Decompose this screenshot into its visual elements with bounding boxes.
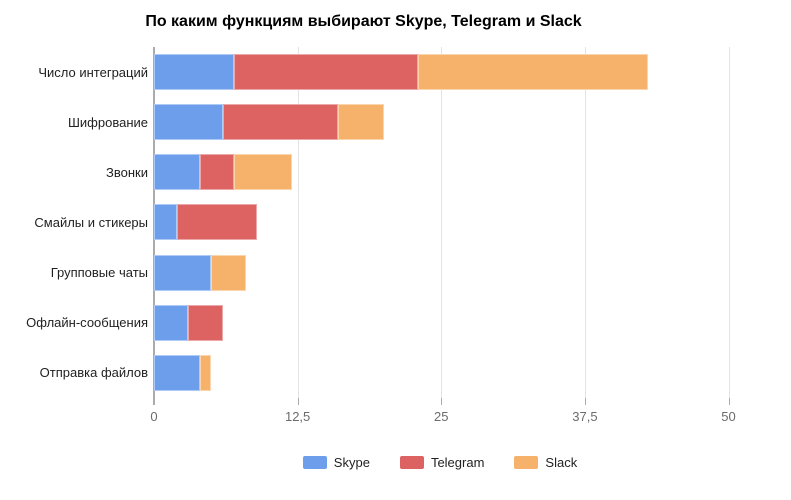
stacked-bar — [154, 104, 384, 141]
category-label: Отправка файлов — [39, 365, 148, 381]
bar-segment-telegram — [188, 304, 223, 341]
bar-segment-skype — [154, 354, 200, 391]
gridline — [441, 47, 443, 398]
bar-segment-slack — [211, 254, 246, 291]
legend-label: Telegram — [430, 455, 485, 470]
legend-item-telegram: Telegram — [399, 455, 485, 470]
category-label: Звонки — [106, 164, 148, 180]
stacked-bar — [154, 354, 212, 391]
bar-row: Групповые чаты — [51, 248, 786, 298]
legend-item-skype: Skype — [302, 455, 370, 470]
legend-swatch-slack — [514, 456, 539, 469]
x-axis: 0 12,5 25 37,5 50 — [150, 398, 786, 438]
bar-segment-skype — [154, 54, 235, 91]
category-label: Офлайн-сообщения — [26, 315, 148, 331]
bar-segment-skype — [154, 254, 212, 291]
category-label: Групповые чаты — [50, 265, 148, 281]
legend-swatch-telegram — [399, 456, 424, 469]
bar-segment-slack — [234, 154, 292, 191]
bar-segment-slack — [418, 54, 649, 91]
bar-segment-slack — [337, 104, 384, 141]
bar-row: Офлайн-сообщения — [26, 298, 786, 348]
bar-segment-skype — [154, 104, 223, 141]
legend: Skype Telegram Slack — [89, 455, 791, 470]
category-label: Число интеграций — [38, 64, 148, 80]
bar-segment-skype — [154, 154, 200, 191]
axis-tick — [584, 398, 586, 405]
x-tick-label: 12,5 — [284, 409, 311, 424]
bar-segment-slack — [199, 354, 212, 391]
gridline — [728, 47, 730, 398]
bar-segment-telegram — [199, 154, 235, 191]
bars-layer: Число интеграций Шифрование Звонки Смайлы и… — [26, 47, 786, 398]
bar-row: Отправка файлов — [40, 348, 786, 398]
legend-label: Skype — [333, 455, 370, 470]
chart-title: По каким функциям выбирают Skype, Telegr… — [145, 13, 582, 30]
bar-segment-skype — [154, 304, 189, 341]
bar-row: Число интеграций — [38, 47, 786, 97]
plot-area: Число интеграций Шифрование Звонки Смайлы и… — [26, 47, 786, 424]
category-label: Шифрование — [68, 114, 148, 130]
legend-label: Slack — [545, 455, 578, 470]
legend-swatch-skype — [302, 456, 327, 469]
bar-row: Шифрование — [68, 97, 786, 147]
x-tick-label: 0 — [150, 409, 158, 424]
gridline — [297, 47, 299, 398]
bar-segment-telegram — [234, 54, 419, 91]
axis-tick — [297, 398, 299, 405]
bar-segment-telegram — [222, 104, 338, 141]
category-label: Смайлы и стикеры — [34, 214, 148, 230]
stacked-bar — [154, 54, 649, 91]
gridline — [584, 47, 586, 398]
stacked-bar — [154, 304, 223, 341]
legend-item-slack: Slack — [514, 455, 577, 470]
bar-row: Звонки — [106, 147, 786, 197]
bar-row: Смайлы и стикеры — [34, 197, 786, 247]
x-tick-label: 25 — [434, 409, 449, 424]
stacked-bar — [154, 204, 258, 241]
stacked-bar — [154, 154, 292, 191]
stacked-bar — [154, 254, 246, 291]
x-tick-label: 50 — [721, 409, 736, 424]
bar-segment-telegram — [176, 204, 258, 241]
axis-tick — [441, 398, 443, 405]
x-tick-label: 37,5 — [572, 409, 598, 424]
axis-tick — [728, 398, 730, 405]
bar-segment-skype — [154, 204, 177, 241]
